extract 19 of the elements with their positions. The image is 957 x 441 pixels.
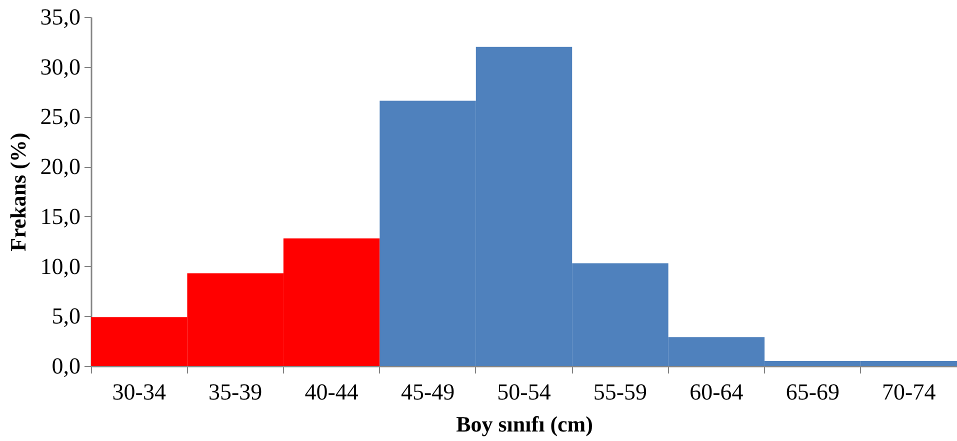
y-tick-label: 25,0: [40, 104, 80, 130]
y-tick-label: 10,0: [40, 254, 80, 279]
x-tick-label: 55-59: [593, 380, 648, 404]
x-tick-label: 50-54: [497, 380, 552, 404]
x-tick-label: 70-74: [882, 380, 936, 404]
y-tick-label: 0,0: [52, 354, 80, 378]
y-tick-label: 20,0: [40, 154, 80, 180]
x-tick-label: 30-34: [112, 380, 166, 404]
x-axis-title: Boy sınıfı (cm): [456, 412, 593, 436]
x-tick-label: 40-44: [304, 380, 359, 404]
y-tick-label: 35,0: [40, 4, 80, 30]
y-tick-label: 30,0: [40, 54, 80, 80]
x-tick-label: 45-49: [400, 380, 455, 404]
y-tick-label: 5,0: [52, 304, 80, 329]
x-tick-label: 60-64: [690, 380, 744, 404]
x-tick-label: 35-39: [208, 380, 262, 404]
y-axis-title: Frekans (%): [5, 132, 30, 252]
x-tick-label: 65-69: [786, 380, 840, 404]
y-tick-label: 15,0: [40, 204, 80, 229]
